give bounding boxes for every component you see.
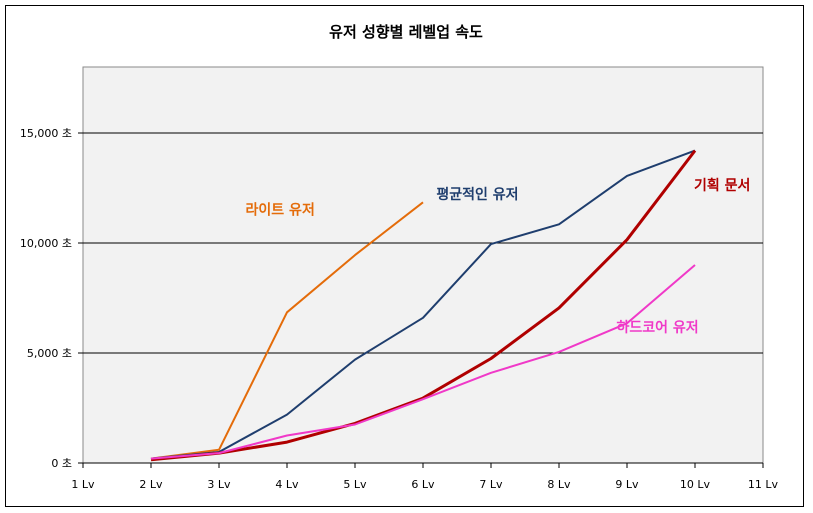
x-tick-label: 8 Lv [547,478,571,491]
x-tick-label: 4 Lv [275,478,299,491]
series-line-3 [150,264,696,460]
plot-area [82,66,764,464]
chart-title: 유저 성향별 레벨업 속도 [329,23,483,41]
series-line-0 [150,201,424,460]
series-label-3: 하드코어 유저 [617,319,699,336]
series-line-2 [150,149,697,462]
x-tick-label: 10 Lv [680,478,711,491]
x-tick-label: 3 Lv [207,478,231,491]
y-tick-label: 0 초 [51,457,72,470]
series-label-1: 평균적인 유저 [436,186,518,203]
x-tick-label: 9 Lv [615,478,639,491]
x-tick-label: 6 Lv [411,478,435,491]
series-label-0: 라이트 유저 [246,201,315,218]
series-label-2: 기획 문서 [694,177,750,194]
x-tick-label: 7 Lv [479,478,503,491]
x-tick-label: 1 Lv [71,478,95,491]
x-tick-label: 5 Lv [343,478,367,491]
x-tick-label: 2 Lv [139,478,163,491]
y-tick-label: 15,000 초 [20,127,72,140]
y-tick-label: 5,000 초 [27,347,72,360]
series-line-1 [150,149,696,460]
x-tick-label: 11 Lv [748,478,779,491]
y-tick-label: 10,000 초 [20,237,72,250]
